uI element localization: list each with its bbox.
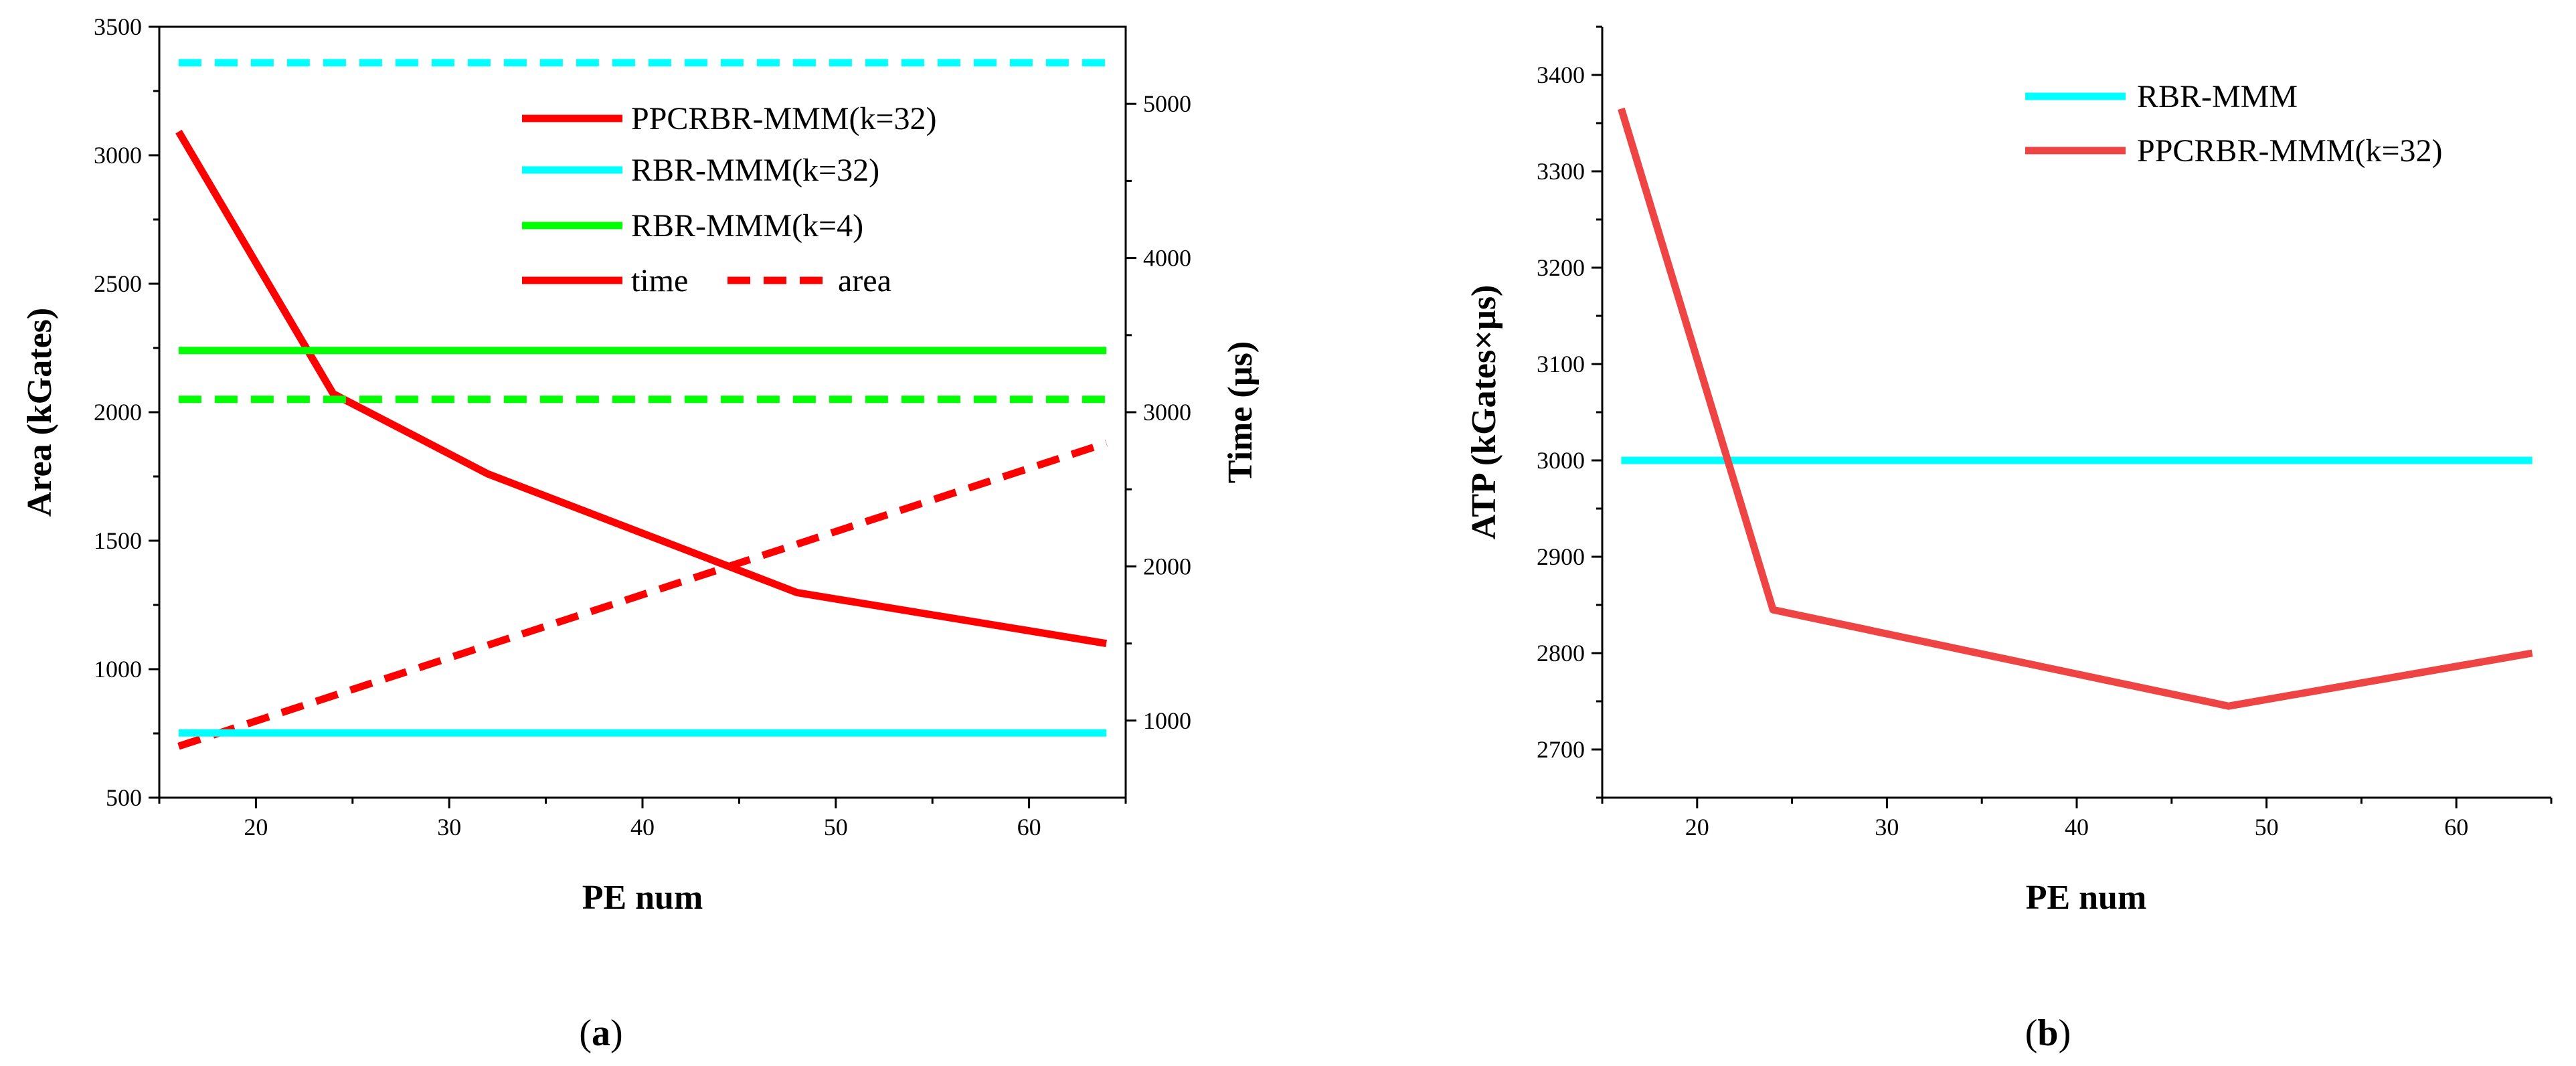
legend-label-rbr-k4: RBR-MMM(k=4) xyxy=(631,208,863,244)
panel-b-x-tick-label: 60 xyxy=(2444,814,2468,840)
panel-b-y-tick-label: 2800 xyxy=(1537,640,1585,667)
panel-b-x-tick-label: 30 xyxy=(1875,814,1899,840)
panel-a-x-tick-label: 60 xyxy=(1017,814,1041,840)
legend-label-ppcrbr: PPCRBR-MMM(k=32) xyxy=(631,101,937,137)
panel-b-x-tick-label: 50 xyxy=(2255,814,2279,840)
panel-b-y-tick-label: 3000 xyxy=(1537,447,1585,474)
panel-a-right-y-tick-label: 2000 xyxy=(1143,553,1191,580)
panel-a-right-y-tick-label: 4000 xyxy=(1143,245,1191,272)
panel-a-plot-frame xyxy=(158,25,1127,799)
panel-b-x-tick-label: 40 xyxy=(2065,814,2089,840)
panel-b-caption: (b) xyxy=(2025,1012,2071,1054)
panel-b-y-tick-label: 2900 xyxy=(1537,543,1585,570)
legend-label-area: area xyxy=(838,263,891,298)
panel-a-right-y-axis-title: Time (µs) xyxy=(1221,341,1260,483)
panel-a-x-axis-title: PE num xyxy=(582,879,703,917)
panel-a-left-y-tick-label: 1500 xyxy=(94,527,142,554)
panel-a-right-y-tick-label: 1000 xyxy=(1143,707,1191,734)
panel-a-left-y-tick-label: 3000 xyxy=(94,142,142,169)
panel-a-series xyxy=(175,59,1108,750)
panel-a-left-y-tick-label: 500 xyxy=(106,784,142,811)
panel-b-y-tick-label: 3300 xyxy=(1537,158,1585,185)
panel-a-caption-letter: a xyxy=(592,1012,610,1054)
legend-label-rbr-k32: RBR-MMM(k=32) xyxy=(631,153,879,188)
panel-a-x-tick-label: 40 xyxy=(630,814,655,840)
panel-a-x-tick-label: 20 xyxy=(244,814,268,840)
panel-b-series xyxy=(1618,107,2533,710)
panel-a-legend: PPCRBR-MMM(k=32) RBR-MMM(k=32) RBR-MMM(k… xyxy=(522,101,937,298)
panel-a: 20 30 40 50 60 500 1000 1500 2000 2500 3000 3500 100… xyxy=(21,13,1260,1054)
panel-a-right-y-tick-label: 3000 xyxy=(1143,399,1191,426)
panel-b-legend: RBR-MMM PPCRBR-MMM(k=32) xyxy=(2025,79,2443,169)
panel-b-caption-letter: b xyxy=(2037,1012,2058,1054)
panel-b-y-tick-label: 2700 xyxy=(1537,736,1585,763)
legend-label-ppcrbr-b: PPCRBR-MMM(k=32) xyxy=(2137,133,2443,169)
panel-b: 20 30 40 50 60 2700 2800 2900 3000 3100 3200 3300 34… xyxy=(1465,25,2553,1054)
panel-b-y-tick-label: 3100 xyxy=(1537,351,1585,377)
panel-a-left-y-tick-label: 2500 xyxy=(94,270,142,297)
panel-b-y-tick-label: 3200 xyxy=(1537,254,1585,281)
panel-a-left-y-axis-title: Area (kGates) xyxy=(21,308,59,517)
panel-a-series-ppcrbr-mmm-k-32-area xyxy=(177,439,1108,750)
panel-a-x-tick-label: 50 xyxy=(824,814,848,840)
panel-b-x-tick-label: 20 xyxy=(1685,814,1709,840)
panel-b-y-tick-label: 3400 xyxy=(1537,62,1585,88)
panel-a-left-y-tick-label: 2000 xyxy=(94,399,142,426)
panel-a-series-ppcrbr-mmm-k-32-time xyxy=(175,129,1107,648)
legend-label-rbr-mmm: RBR-MMM xyxy=(2137,79,2298,114)
panel-b-series-ppcrbr-mmm-k-32 xyxy=(1618,107,2533,710)
panel-a-left-y-tick-label: 1000 xyxy=(94,656,142,683)
panel-a-left-y-tick-label: 3500 xyxy=(94,13,142,40)
panel-a-caption: (a) xyxy=(579,1012,622,1054)
panel-a-ticks: 20 30 40 50 60 500 1000 1500 2000 2500 3000 3500 100… xyxy=(94,13,1191,840)
panel-a-x-tick-label: 30 xyxy=(437,814,461,840)
panel-a-right-y-tick-label: 5000 xyxy=(1143,90,1191,117)
panel-b-x-axis-title: PE num xyxy=(2026,879,2147,917)
panel-b-ticks: 20 30 40 50 60 2700 2800 2900 3000 3100 3200 3300 34… xyxy=(1537,25,2553,840)
legend-label-time: time xyxy=(631,263,688,298)
panel-b-y-axis-title: ATP (kGates×µs) xyxy=(1465,285,1503,540)
